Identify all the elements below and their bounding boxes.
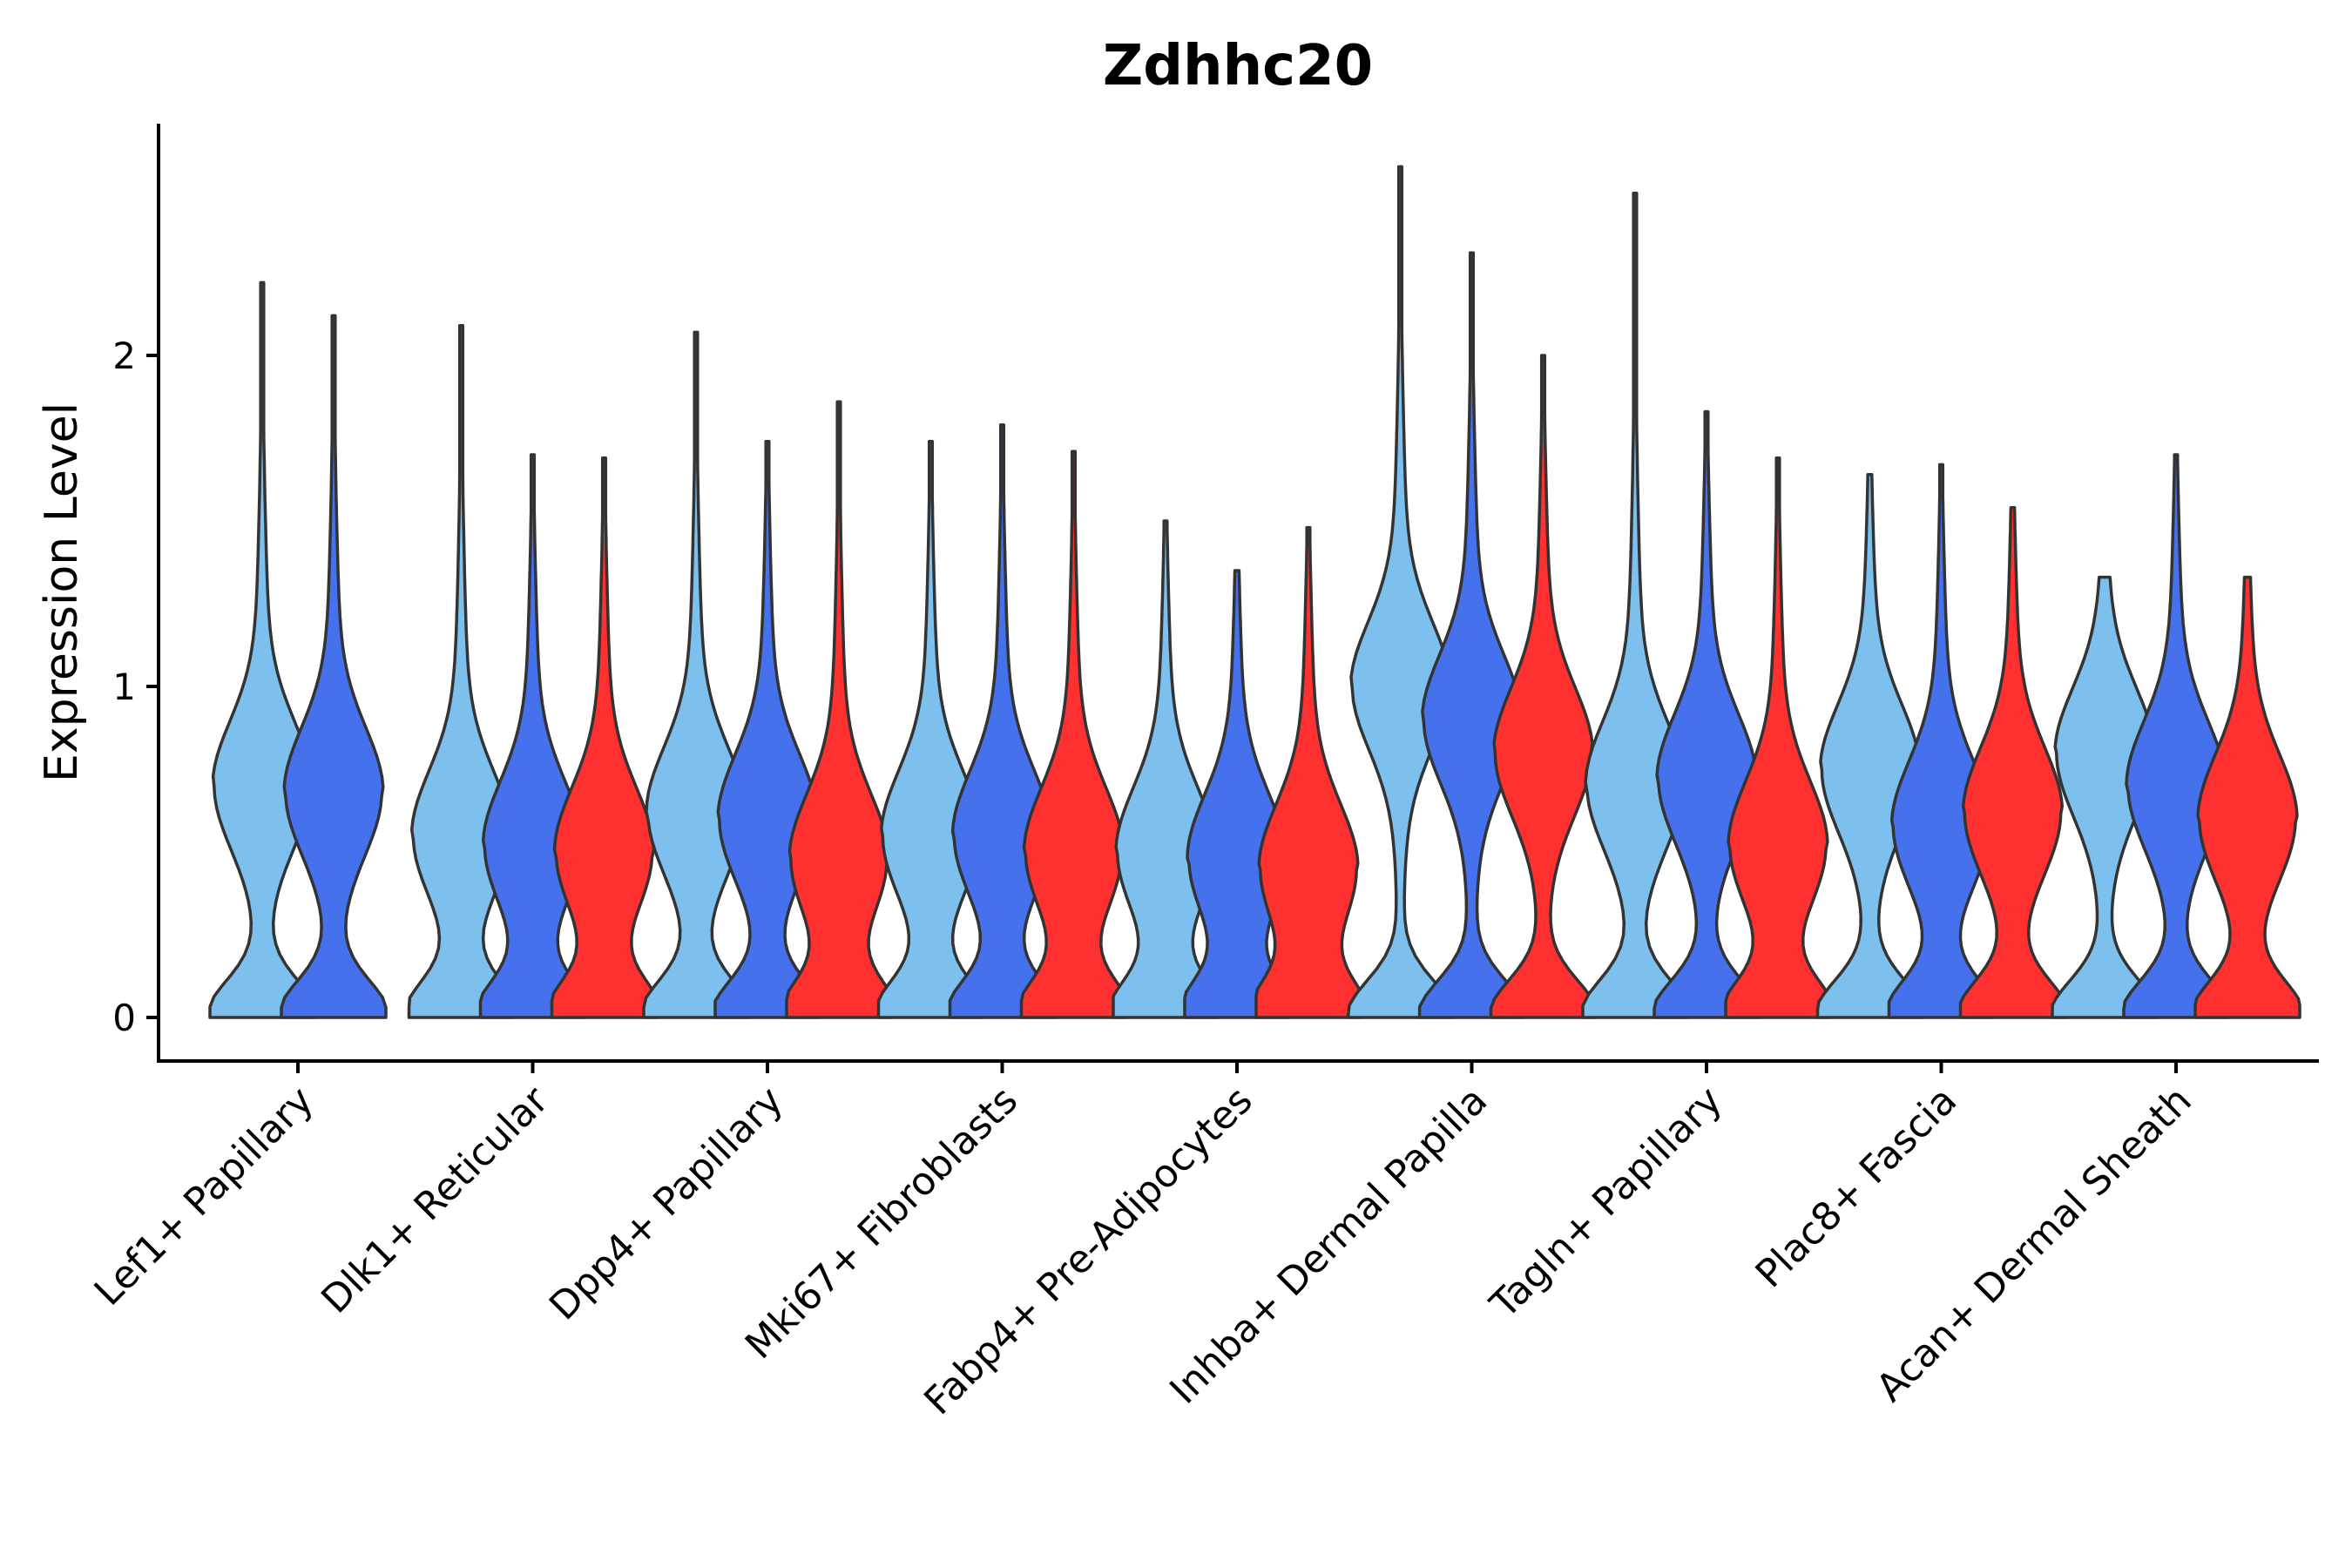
violin-group: [208, 165, 2301, 1019]
violin-7-2: [1652, 409, 1761, 1019]
y-tick-label: 0: [112, 997, 136, 1039]
y-tick-label: 2: [112, 335, 136, 377]
violin-1-1: [208, 280, 316, 1019]
violin-6-3: [1489, 354, 1598, 1019]
violin-4-1: [876, 440, 985, 1019]
violin-5-3: [1254, 525, 1362, 1019]
violin-9-3: [2193, 575, 2301, 1019]
x-tick-label: Dlk1+ Reticular: [313, 1078, 558, 1322]
x-tick-label: Dpp4+ Papillary: [541, 1078, 792, 1329]
violin-4-2: [948, 423, 1057, 1019]
violin-4-3: [1019, 449, 1128, 1019]
violin-3-3: [785, 400, 893, 1019]
violin-8-1: [1815, 473, 1924, 1019]
x-tick-label: Tagln+ Papillary: [1482, 1078, 1731, 1328]
violin-8-3: [1958, 506, 2067, 1019]
y-ticks: 0 1 2: [112, 335, 159, 1039]
violin-7-1: [1581, 192, 1689, 1019]
violin-2-3: [550, 456, 659, 1019]
violin-9-1: [2051, 575, 2159, 1019]
violin-7-3: [1724, 456, 1832, 1019]
violin-9-2: [2122, 453, 2230, 1019]
chart-title: Zdhhc20: [1103, 34, 1373, 98]
violin-6-1: [1346, 165, 1455, 1019]
x-tick-label: Lef1+ Papillary: [86, 1078, 322, 1315]
violin-2-1: [407, 324, 516, 1019]
violin-2-2: [478, 453, 587, 1019]
violin-3-1: [642, 330, 750, 1019]
y-tick-label: 1: [112, 666, 136, 708]
violin-5-1: [1112, 519, 1220, 1019]
x-tick-label: Plac8+ Fascia: [1747, 1078, 1966, 1297]
y-axis-label: Expression Level: [36, 402, 88, 782]
violin-3-2: [713, 440, 821, 1019]
violin-1-2: [280, 314, 388, 1019]
